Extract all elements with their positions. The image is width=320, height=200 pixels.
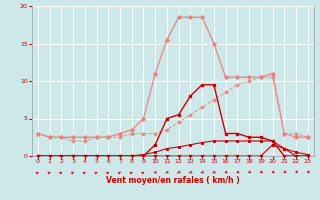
X-axis label: Vent moyen/en rafales ( km/h ): Vent moyen/en rafales ( km/h ) — [106, 176, 240, 185]
